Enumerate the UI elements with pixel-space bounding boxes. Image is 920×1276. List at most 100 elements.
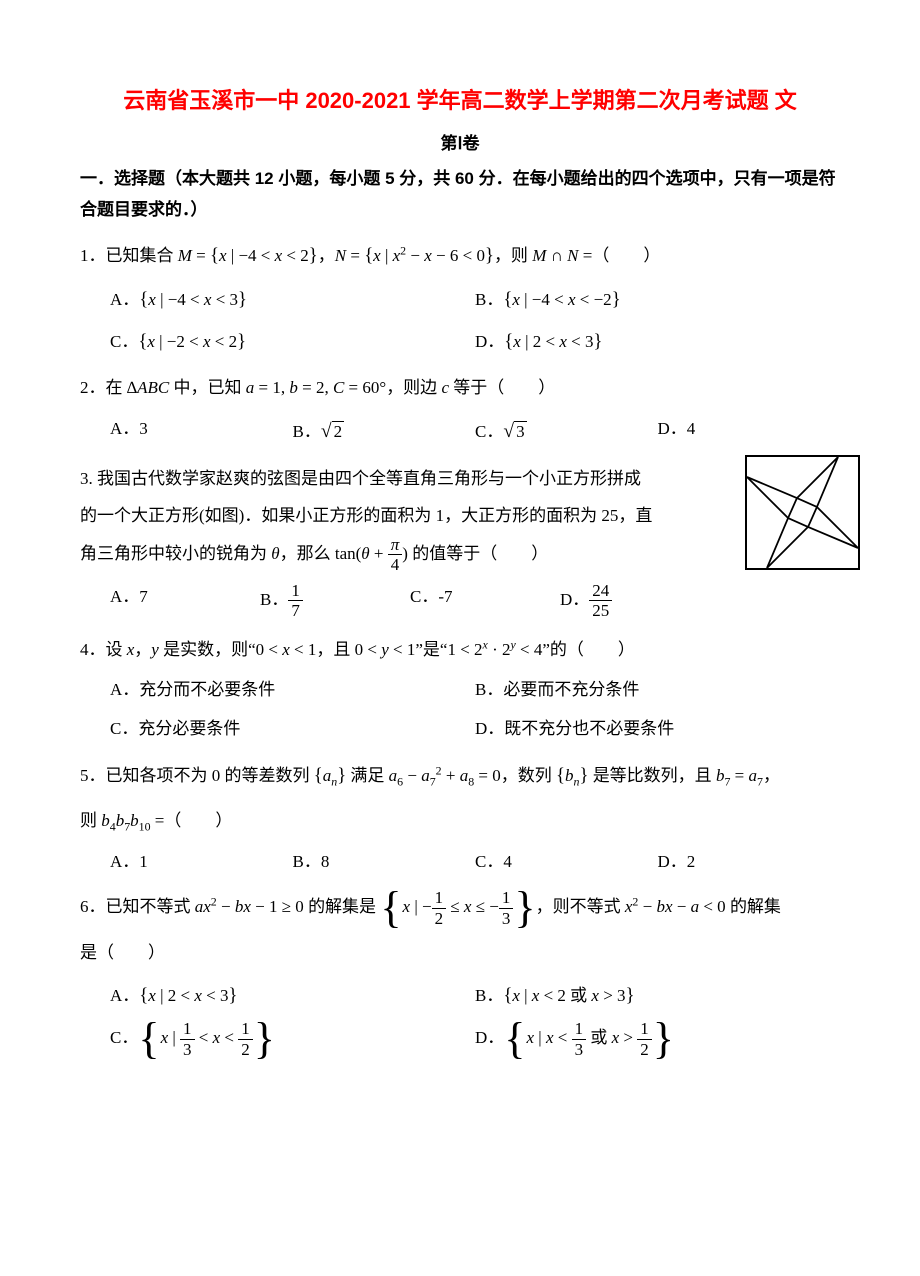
q5-D-val: 2 (687, 852, 696, 871)
q6-C-f2d: 2 (238, 1040, 253, 1060)
q1-stem: 1．已知集合 M = {x | −4 < x < 2}，N = {x | x2 … (80, 235, 840, 276)
section-heading: 一．选择题（本大题共 12 小题，每小题 5 分，共 60 分．在每小题给出的四… (80, 164, 840, 225)
q3-l3: 角三角形中较小的锐角为 θ，那么 tan(θ + π4) 的值等于（ ） (80, 544, 548, 563)
q4-D-val: 既不充分也不必要条件 (504, 719, 674, 738)
doc-title: 云南省玉溪市一中 2020-2021 学年高二数学上学期第二次月考试题 文 (80, 80, 840, 122)
q1-tail: ，则 M ∩ N =（ ） (494, 246, 660, 265)
label-a: A． (110, 587, 139, 606)
q6-opt-C: C．{x | 13 < x < 12} (110, 1019, 475, 1059)
q3-B-den: 7 (288, 601, 303, 621)
q5-stem: 5．已知各项不为 0 的等差数列 {an} 满足 a6 − a72 + a8 =… (80, 755, 840, 796)
q2-stem: 2．在 ∆ABC 中，已知 a = 1, b = 2, C = 60°，则边 c… (80, 369, 840, 406)
question-3: 3. 我国古代数学家赵爽的弦图是由四个全等直角三角形与一个小正方形拼成 的一个大… (80, 460, 840, 621)
q2-opt-C: C．√3 (475, 413, 658, 450)
q6-C-f1n: 1 (180, 1019, 195, 1040)
q4-opt-C: C．充分必要条件 (110, 713, 475, 745)
q4-B-val: 必要而不充分条件 (503, 680, 639, 699)
label-b: B． (293, 852, 321, 871)
label-c: C． (475, 852, 503, 871)
label-b: B． (260, 590, 288, 609)
label-b: B． (475, 290, 503, 309)
label-a: A． (110, 986, 139, 1005)
label-b: B． (293, 422, 321, 441)
q1-opt-A: A．{x | −4 < x < 3} (110, 282, 475, 318)
q6-D-f2n: 1 (637, 1019, 652, 1040)
q4-stem: 4．设 x，y 是实数，则“0 < x < 1，且 0 < y < 1”是“1 … (80, 631, 840, 668)
q6-D-f2d: 2 (637, 1040, 652, 1060)
q6-D-f1n: 1 (572, 1019, 587, 1040)
q2-opt-B: B．√2 (293, 413, 476, 450)
label-d: D． (475, 719, 504, 738)
q3-C-val: -7 (438, 587, 452, 606)
zhao-shuang-diagram (745, 455, 860, 570)
q6-f2n: 1 (499, 888, 514, 909)
q5-line2: 则 b4b7b10 =（ ） (80, 802, 840, 840)
q3-opt-D: D．2425 (560, 581, 710, 621)
q2-opt-A: A．3 (110, 413, 293, 450)
q5-opt-D: D．2 (658, 846, 841, 878)
label-c: C． (110, 1028, 138, 1047)
q2-A-val: 3 (139, 419, 148, 438)
label-c: C． (110, 332, 138, 351)
label-d: D． (560, 590, 589, 609)
diagram-svg (747, 457, 858, 568)
q3-opt-A: A．7 (110, 581, 260, 621)
label-a: A． (110, 419, 139, 438)
label-d: D． (658, 852, 687, 871)
q6-f1n: 1 (432, 888, 447, 909)
q4-C-val: 充分必要条件 (138, 719, 240, 738)
q1-opt-D: D．{x | 2 < x < 3} (475, 324, 840, 360)
q6-C-f1d: 3 (180, 1040, 195, 1060)
label-a: A． (110, 290, 139, 309)
question-5: 5．已知各项不为 0 的等差数列 {an} 满足 a6 − a72 + a8 =… (80, 755, 840, 878)
q5-opt-B: B．8 (293, 846, 476, 878)
q4-opt-B: B．必要而不充分条件 (475, 674, 840, 706)
q6-stem: 6．已知不等式 ax2 − bx − 1 ≥ 0 的解集是 {x | −12 ≤… (80, 888, 840, 928)
q6-D-f1d: 3 (572, 1040, 587, 1060)
label-b: B． (475, 986, 503, 1005)
q4-opt-D: D．既不充分也不必要条件 (475, 713, 840, 745)
q6-line2: 是（ ） (80, 934, 840, 971)
q3-l2: 的一个大正方形(如图)．如果小正方形的面积为 1，大正方形的面积为 25，直 (80, 506, 652, 525)
q1-opt-C: C．{x | −2 < x < 2} (110, 324, 475, 360)
q1-opt-B: B．{x | −4 < x < −2} (475, 282, 840, 318)
label-a: A． (110, 680, 139, 699)
q5-C-val: 4 (503, 852, 512, 871)
q1-comma: ， (318, 246, 335, 265)
question-6: 6．已知不等式 ax2 − bx − 1 ≥ 0 的解集是 {x | −12 ≤… (80, 888, 840, 1059)
question-2: 2．在 ∆ABC 中，已知 a = 1, b = 2, C = 60°，则边 c… (80, 369, 840, 450)
q3-opt-C: C．-7 (410, 581, 560, 621)
label-d: D． (475, 332, 504, 351)
label-d: D． (658, 419, 687, 438)
q5-opt-A: A．1 (110, 846, 293, 878)
q6-C-f2n: 1 (238, 1019, 253, 1040)
q5-B-val: 8 (321, 852, 330, 871)
label-b: B． (475, 680, 503, 699)
q6-opt-D: D．{x | x < 13 或 x > 12} (475, 1019, 840, 1059)
question-1: 1．已知集合 M = {x | −4 < x < 2}，N = {x | x2 … (80, 235, 840, 359)
q6-f2d: 3 (499, 909, 514, 929)
subtitle: 第Ⅰ卷 (80, 128, 840, 160)
q3-stem: 3. 我国古代数学家赵爽的弦图是由四个全等直角三角形与一个小正方形拼成 的一个大… (80, 460, 710, 575)
q6-f1d: 2 (432, 909, 447, 929)
q3-D-den: 25 (589, 601, 612, 621)
label-d: D． (475, 1028, 504, 1047)
label-a: A． (110, 852, 139, 871)
question-4: 4．设 x，y 是实数，则“0 < x < 1，且 0 < y < 1”是“1 … (80, 631, 840, 745)
q6-opt-A: A．{x | 2 < x < 3} (110, 978, 475, 1014)
q5-A-val: 1 (139, 852, 148, 871)
q2-opt-D: D．4 (658, 413, 841, 450)
q3-B-num: 1 (288, 581, 303, 602)
label-c: C． (410, 587, 438, 606)
q6-opt-B: B．{x | x < 2 或 x > 3} (475, 978, 840, 1014)
q3-D-num: 24 (589, 581, 612, 602)
q1-pre: 1．已知集合 (80, 246, 178, 265)
q4-opt-A: A．充分而不必要条件 (110, 674, 475, 706)
q3-opt-B: B．17 (260, 581, 410, 621)
q3-frac-num: π (388, 535, 403, 556)
q3-A-val: 7 (139, 587, 148, 606)
label-c: C． (110, 719, 138, 738)
label-c: C． (475, 422, 503, 441)
q3-frac-den: 4 (388, 555, 403, 575)
q4-A-val: 充分而不必要条件 (139, 680, 275, 699)
